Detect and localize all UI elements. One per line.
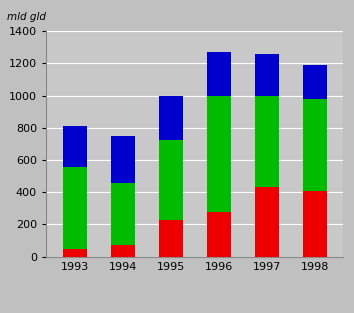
Bar [111,245,135,257]
Bar [207,52,231,96]
Bar [255,96,279,187]
Bar [255,54,279,96]
Bar [303,191,327,257]
Bar [111,136,135,182]
Bar [159,220,183,257]
Bar [159,140,183,220]
Text: mld gld: mld gld [7,12,46,22]
Legend: Estland, Letland, Litouwen: Estland, Letland, Litouwen [91,312,298,313]
Bar [159,96,183,140]
Bar [63,249,87,257]
Bar [207,213,231,257]
Bar [255,187,279,257]
Bar [111,182,135,245]
Bar [63,126,87,167]
Bar [303,65,327,99]
Bar [207,96,231,213]
Bar [63,167,87,249]
Bar [303,99,327,191]
